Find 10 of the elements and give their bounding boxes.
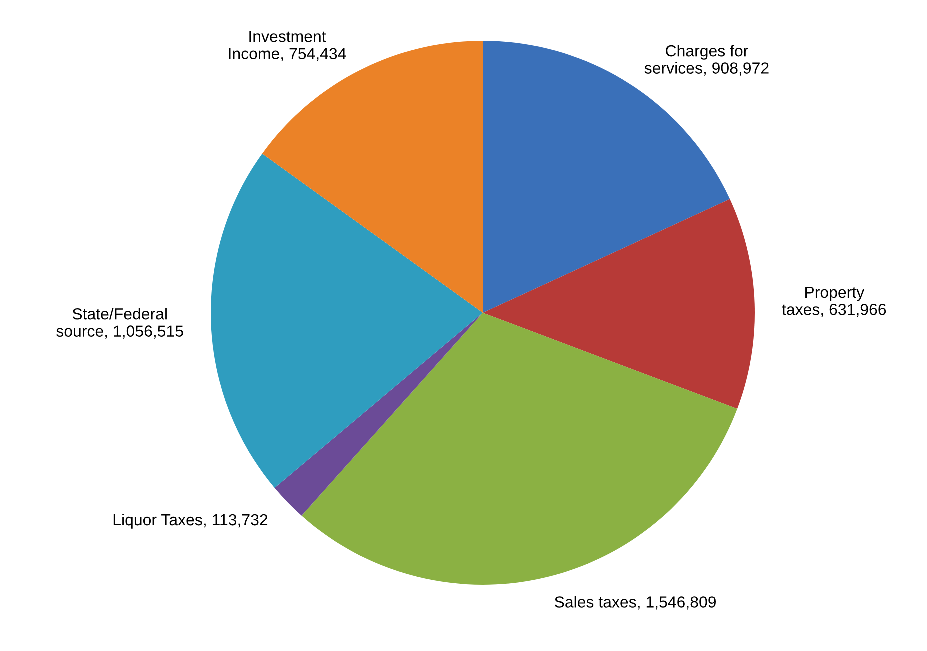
slice-label: Charges for services, 908,972 — [644, 45, 769, 76]
pie-slice — [211, 154, 483, 488]
slice-label: Investment Income, 754,434 — [229, 31, 346, 62]
slice-label: State/Federal source, 1,056,515 — [56, 308, 184, 339]
slice-label: Property taxes, 631,966 — [782, 286, 886, 318]
pie-slice — [483, 199, 755, 410]
slice-label: Sales taxes, 1,546,809 — [554, 596, 716, 610]
slice-label: Liquor Taxes, 113,732 — [114, 514, 268, 529]
pie-slice — [302, 313, 738, 585]
pie-slice — [274, 313, 483, 516]
